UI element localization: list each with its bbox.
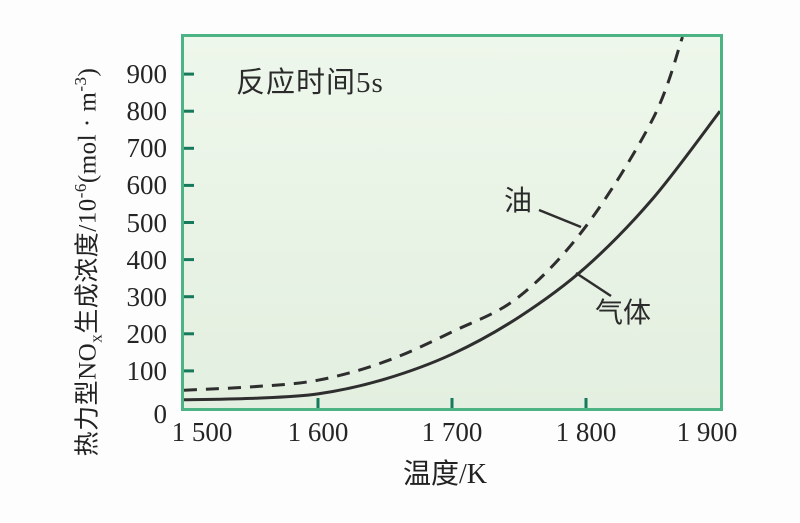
y-axis-title-superscript: -3 xyxy=(71,76,91,92)
leader-line-gas xyxy=(575,271,612,298)
y-tick-label-600: 600 xyxy=(126,170,168,201)
y-axis-title-superscript: -6 xyxy=(71,183,91,199)
series-label-gas: 气体 xyxy=(595,298,652,329)
y-tick-label-200: 200 xyxy=(126,318,168,349)
x-tick-label-1800: 1 800 xyxy=(555,417,617,447)
y-tick-label-400: 400 xyxy=(126,244,168,275)
y-tick-label-100: 100 xyxy=(126,355,168,386)
y-tick-label-0: 0 xyxy=(153,399,168,429)
leader-line-oil xyxy=(538,208,582,229)
annotation-reaction-time: 反应时间5s xyxy=(236,67,384,99)
y-tick-label-900: 900 xyxy=(126,59,168,90)
y-tick-label-300: 300 xyxy=(126,281,168,312)
y-tick-label-800: 800 xyxy=(126,96,168,127)
plot-area: 反应时间5s 油 气体 xyxy=(181,34,723,411)
y-tick-label-700: 700 xyxy=(126,133,168,164)
x-tick-label-1700: 1 700 xyxy=(421,417,483,447)
x-tick-label-1900: 1 900 xyxy=(676,417,738,447)
y-tick-label-500: 500 xyxy=(126,207,168,238)
x-axis-title: 温度/K xyxy=(402,459,487,490)
chart-canvas xyxy=(184,37,720,408)
series-label-oil: 油 xyxy=(504,186,533,217)
curve-gas xyxy=(184,110,720,402)
x-tick-label-1600: 1 600 xyxy=(287,417,349,447)
curve-oil xyxy=(184,37,684,392)
x-tick-label-1500: 1 500 xyxy=(171,417,233,447)
